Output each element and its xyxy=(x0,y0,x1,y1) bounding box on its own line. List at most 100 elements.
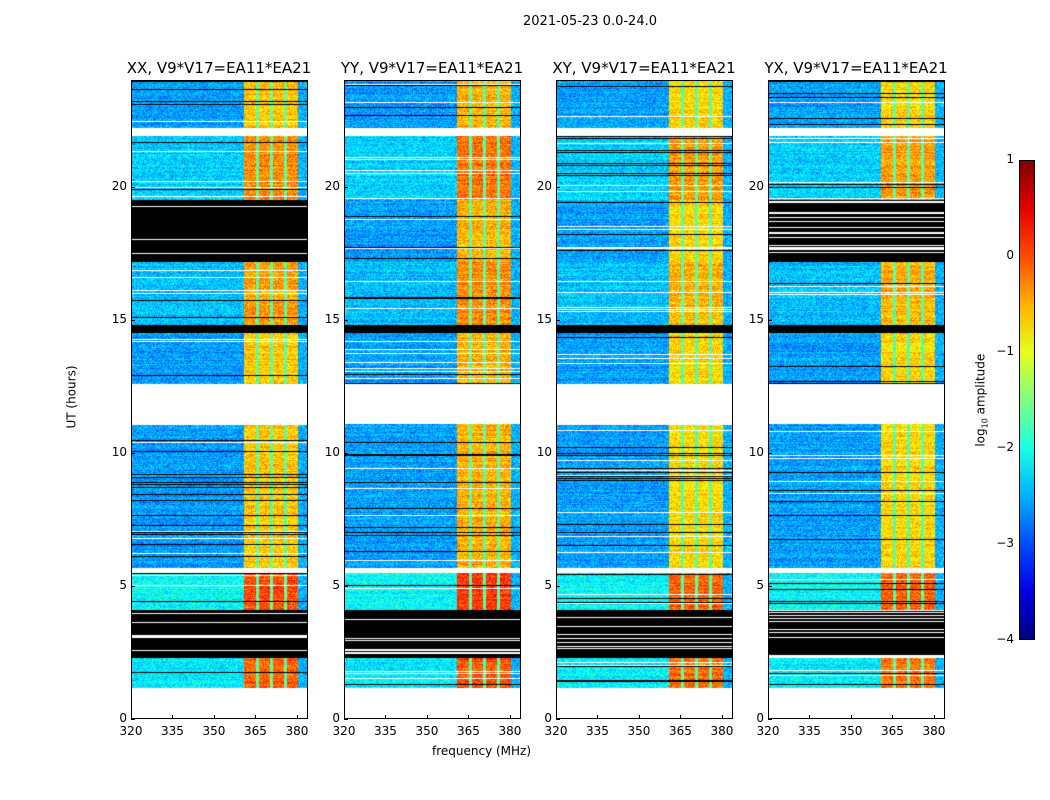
waterfall-panel xyxy=(768,80,945,719)
y-tick-mark xyxy=(768,585,772,587)
y-tick-label: 5 xyxy=(332,577,340,592)
colorbar-tick-label: −1 xyxy=(996,344,1014,358)
y-tick-label: 20 xyxy=(536,178,552,193)
y-tick-label: 20 xyxy=(748,178,764,193)
y-tick-label: 0 xyxy=(119,711,127,725)
x-tick-label: 350 xyxy=(415,724,439,738)
figure-title: 2021-05-23 0.0-24.0 xyxy=(523,14,657,29)
x-tick-label: 365 xyxy=(457,724,480,738)
x-tick-mark xyxy=(768,715,769,719)
y-tick-mark xyxy=(344,319,348,321)
y-tick-mark xyxy=(556,319,560,321)
x-tick-label: 350 xyxy=(202,724,226,738)
colorbar-tick-label: −4 xyxy=(996,632,1014,646)
x-tick-mark xyxy=(892,715,894,719)
y-tick-mark xyxy=(556,452,560,454)
y-tick-mark xyxy=(131,319,135,321)
y-tick-label: 15 xyxy=(536,311,552,326)
x-tick-label: 320 xyxy=(756,724,780,738)
y-tick-mark xyxy=(556,585,560,587)
x-tick-mark xyxy=(213,715,215,719)
y-tick-mark xyxy=(131,585,135,587)
y-tick-mark xyxy=(131,719,135,720)
y-tick-label: 15 xyxy=(111,311,127,326)
x-tick-label: 380 xyxy=(710,724,734,738)
x-tick-label: 365 xyxy=(669,724,692,738)
y-tick-label: 0 xyxy=(332,711,340,725)
y-tick-mark xyxy=(131,186,135,188)
x-tick-mark xyxy=(468,715,470,719)
x-tick-label: 350 xyxy=(627,724,651,738)
panel-title: XX, V9*V17=EA11*EA21 xyxy=(126,59,312,77)
colorbar-tick-label: 1 xyxy=(1006,152,1014,166)
y-tick-mark xyxy=(556,719,560,720)
y-tick-label: 0 xyxy=(756,711,764,725)
heatmap-image xyxy=(132,81,307,718)
x-tick-label: 320 xyxy=(119,724,143,738)
x-tick-label: 365 xyxy=(244,724,267,738)
x-tick-mark xyxy=(385,715,387,719)
x-tick-mark xyxy=(296,715,298,719)
y-tick-label: 10 xyxy=(748,444,764,459)
heatmap-image xyxy=(769,81,944,718)
y-tick-mark xyxy=(768,452,772,454)
x-tick-label: 335 xyxy=(586,724,609,738)
x-tick-label: 320 xyxy=(332,724,356,738)
y-tick-mark xyxy=(344,585,348,587)
x-tick-mark xyxy=(556,715,557,719)
y-axis-label: UT (hours) xyxy=(64,365,79,429)
y-tick-label: 10 xyxy=(111,444,127,459)
y-tick-mark xyxy=(556,186,560,188)
colorbar xyxy=(1019,160,1035,640)
x-axis-label: frequency (MHz) xyxy=(432,744,532,758)
y-tick-mark xyxy=(768,319,772,321)
y-tick-label: 15 xyxy=(324,311,340,326)
y-tick-mark xyxy=(344,186,348,188)
y-tick-label: 10 xyxy=(324,444,340,459)
x-tick-mark xyxy=(131,715,132,719)
x-tick-mark xyxy=(933,715,935,719)
y-tick-mark xyxy=(768,186,772,188)
colorbar-label: log10 amplitude xyxy=(973,353,990,447)
y-tick-label: 5 xyxy=(119,577,127,592)
y-tick-mark xyxy=(344,452,348,454)
x-tick-label: 320 xyxy=(544,724,568,738)
heatmap-image xyxy=(557,81,732,718)
colorbar-tick-label: 0 xyxy=(1006,248,1014,262)
y-tick-label: 5 xyxy=(544,577,552,592)
y-tick-label: 20 xyxy=(111,178,127,193)
y-tick-label: 20 xyxy=(324,178,340,193)
x-tick-mark xyxy=(638,715,640,719)
x-tick-mark xyxy=(680,715,682,719)
x-tick-label: 380 xyxy=(922,724,946,738)
waterfall-panel xyxy=(131,80,308,719)
x-tick-mark xyxy=(721,715,723,719)
panel-title: YX, V9*V17=EA11*EA21 xyxy=(764,59,948,77)
y-tick-mark xyxy=(344,719,348,720)
x-tick-label: 350 xyxy=(839,724,863,738)
x-tick-label: 335 xyxy=(374,724,397,738)
x-tick-label: 335 xyxy=(161,724,184,738)
x-tick-mark xyxy=(850,715,852,719)
y-tick-mark xyxy=(131,452,135,454)
y-tick-label: 10 xyxy=(536,444,552,459)
x-tick-label: 365 xyxy=(881,724,904,738)
y-tick-label: 5 xyxy=(756,577,764,592)
x-tick-label: 380 xyxy=(285,724,309,738)
x-tick-mark xyxy=(344,715,345,719)
y-tick-label: 0 xyxy=(544,711,552,725)
x-tick-mark xyxy=(255,715,257,719)
x-tick-label: 380 xyxy=(498,724,522,738)
x-tick-mark xyxy=(509,715,511,719)
x-tick-mark xyxy=(172,715,174,719)
x-tick-mark xyxy=(426,715,428,719)
panel-title: YY, V9*V17=EA11*EA21 xyxy=(340,59,524,77)
x-tick-label: 335 xyxy=(798,724,821,738)
heatmap-image xyxy=(345,81,520,718)
waterfall-panel xyxy=(344,80,521,719)
y-tick-mark xyxy=(768,719,772,720)
y-tick-label: 15 xyxy=(748,311,764,326)
colorbar-tick-label: −3 xyxy=(996,536,1014,550)
waterfall-panel xyxy=(556,80,733,719)
